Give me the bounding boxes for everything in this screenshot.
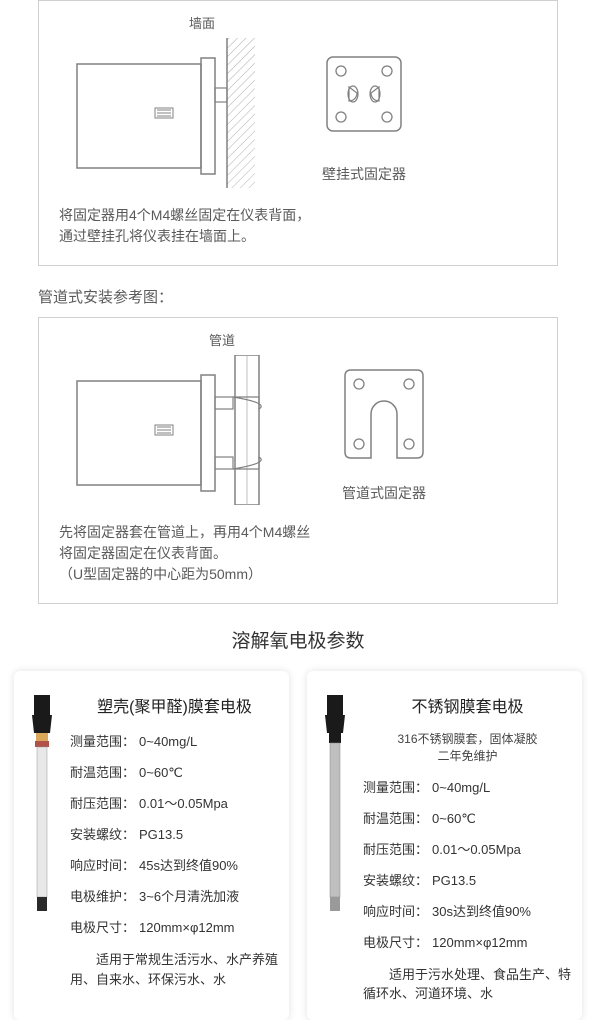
spec-label: 响应时间： (70, 858, 135, 873)
card1-title: 塑壳(聚甲醛)膜套电极 (70, 693, 279, 717)
spec-value: 0~40mg/L (432, 780, 490, 795)
wall-top-label: 墙面 (189, 13, 259, 32)
spec-value: 0~40mg/L (139, 734, 197, 749)
spec-value: 120mm×φ12mm (432, 935, 528, 950)
pipe-bracket-label: 管道式固定器 (339, 483, 429, 503)
card-plastic-electrode: 塑壳(聚甲醛)膜套电极 测量范围： 0~40mg/L 耐温范围： 0~60℃ 耐压范围：… (14, 671, 289, 1020)
wall-bracket-col: 壁挂式固定器 (319, 49, 409, 184)
spec-line: 测量范围： 0~40mg/L (363, 777, 572, 796)
spec-line: 耐压范围： 0.01～0.05Mpa (70, 793, 279, 812)
spec-value: 0.01～0.05Mpa (432, 842, 521, 857)
spec-line: 耐温范围： 0~60℃ (70, 762, 279, 781)
spec-label: 电极维护： (70, 889, 135, 904)
spec-line: 电极尺寸： 120mm×φ12mm (363, 932, 572, 951)
card2-content: 不锈钢膜套电极 316不锈钢膜套，固体凝胶二年免维护 测量范围： 0~40mg/L… (363, 693, 572, 1004)
card2-sub: 316不锈钢膜套，固体凝胶二年免维护 (363, 731, 572, 765)
wall-desc-line2: 通过壁挂孔将仪表挂在墙面上。 (59, 226, 537, 247)
spec-label: 安装螺纹： (70, 827, 135, 842)
card1-foot: 适用于常规生活污水、水产养殖用、自来水、环保污水、水 (70, 950, 279, 989)
spec-label: 耐温范围： (70, 765, 135, 780)
spec-line: 安装螺纹： PG13.5 (70, 824, 279, 843)
spec-label: 耐压范围： (70, 796, 135, 811)
electrode-image-2 (317, 693, 353, 918)
spec-value: 3~6个月清洗加液 (139, 889, 239, 904)
spec-label: 电极尺寸： (70, 920, 135, 935)
wall-desc-line1: 将固定器用4个M4螺丝固定在仪表背面， (59, 205, 537, 226)
spec-line: 测量范围： 0~40mg/L (70, 731, 279, 750)
wall-bracket-label: 壁挂式固定器 (319, 164, 409, 184)
wall-diagram-row: 墙面 (59, 13, 537, 193)
card1-content: 塑壳(聚甲醛)膜套电极 测量范围： 0~40mg/L 耐温范围： 0~60℃ 耐压范围：… (70, 693, 279, 989)
pipe-desc-line3: （U型固定器的中心距为50mm） (59, 564, 537, 585)
card1-specs: 测量范围： 0~40mg/L 耐温范围： 0~60℃ 耐压范围： 0.01～0.05Mpa… (70, 731, 279, 936)
spec-value: 0~60℃ (139, 765, 183, 780)
card2-specs: 测量范围： 0~40mg/L 耐温范围： 0~60℃ 耐压范围： 0.01～0.05Mpa… (363, 777, 572, 951)
spec-value: PG13.5 (139, 827, 183, 842)
spec-value: 0.01～0.05Mpa (139, 796, 228, 811)
spec-line: 耐压范围： 0.01～0.05Mpa (363, 839, 572, 858)
spec-value: 45s达到终值90% (139, 858, 238, 873)
pipe-instrument-svg (59, 355, 279, 505)
pipe-bracket-svg (339, 358, 429, 468)
pipe-desc: 先将固定器套在管道上，再用4个M4螺丝 将固定器固定在仪表背面。 （U型固定器的… (59, 522, 537, 585)
spec-value: 30s达到终值90% (432, 904, 531, 919)
electrode-image-1 (24, 693, 60, 918)
spec-label: 耐压范围： (363, 842, 428, 857)
spec-line: 电极尺寸： 120mm×φ12mm (70, 917, 279, 936)
card-steel-electrode: 不锈钢膜套电极 316不锈钢膜套，固体凝胶二年免维护 测量范围： 0~40mg/L… (307, 671, 582, 1020)
pipe-diagram-row: 管道 (59, 330, 537, 510)
spec-label: 测量范围： (70, 734, 135, 749)
params-title: 溶解氧电极参数 (0, 626, 596, 653)
pipe-diagram-left: 管道 (59, 330, 279, 510)
pipe-desc-line1: 先将固定器套在管道上，再用4个M4螺丝 (59, 522, 537, 543)
spec-line: 电极维护： 3~6个月清洗加液 (70, 886, 279, 905)
pipe-top-label: 管道 (209, 330, 279, 349)
wall-diagram-left: 墙面 (59, 13, 259, 193)
spec-line: 响应时间： 45s达到终值90% (70, 855, 279, 874)
electrode-cards: 塑壳(聚甲醛)膜套电极 测量范围： 0~40mg/L 耐温范围： 0~60℃ 耐压范围：… (0, 671, 596, 1020)
spec-line: 耐温范围： 0~60℃ (363, 808, 572, 827)
wall-desc: 将固定器用4个M4螺丝固定在仪表背面， 通过壁挂孔将仪表挂在墙面上。 (59, 205, 537, 247)
spec-label: 测量范围： (363, 780, 428, 795)
spec-label: 响应时间： (363, 904, 428, 919)
spec-line: 安装螺纹： PG13.5 (363, 870, 572, 889)
spec-label: 安装螺纹： (363, 873, 428, 888)
card2-foot: 适用于污水处理、食品生产、特循环水、河道环境、水 (363, 965, 572, 1004)
spec-line: 响应时间： 30s达到终值90% (363, 901, 572, 920)
spec-label: 耐温范围： (363, 811, 428, 826)
card2-title: 不锈钢膜套电极 (363, 693, 572, 717)
pipe-heading: 管道式安装参考图： (38, 286, 596, 307)
pipe-mount-section: 管道 (38, 317, 558, 604)
wall-bracket-svg (319, 49, 409, 149)
wall-instrument-svg (59, 38, 259, 188)
spec-value: PG13.5 (432, 873, 476, 888)
pipe-desc-line2: 将固定器固定在仪表背面。 (59, 543, 537, 564)
spec-value: 0~60℃ (432, 811, 476, 826)
pipe-bracket-col: 管道式固定器 (339, 358, 429, 503)
wall-mount-section: 墙面 (38, 0, 558, 266)
spec-value: 120mm×φ12mm (139, 920, 235, 935)
spec-label: 电极尺寸： (363, 935, 428, 950)
